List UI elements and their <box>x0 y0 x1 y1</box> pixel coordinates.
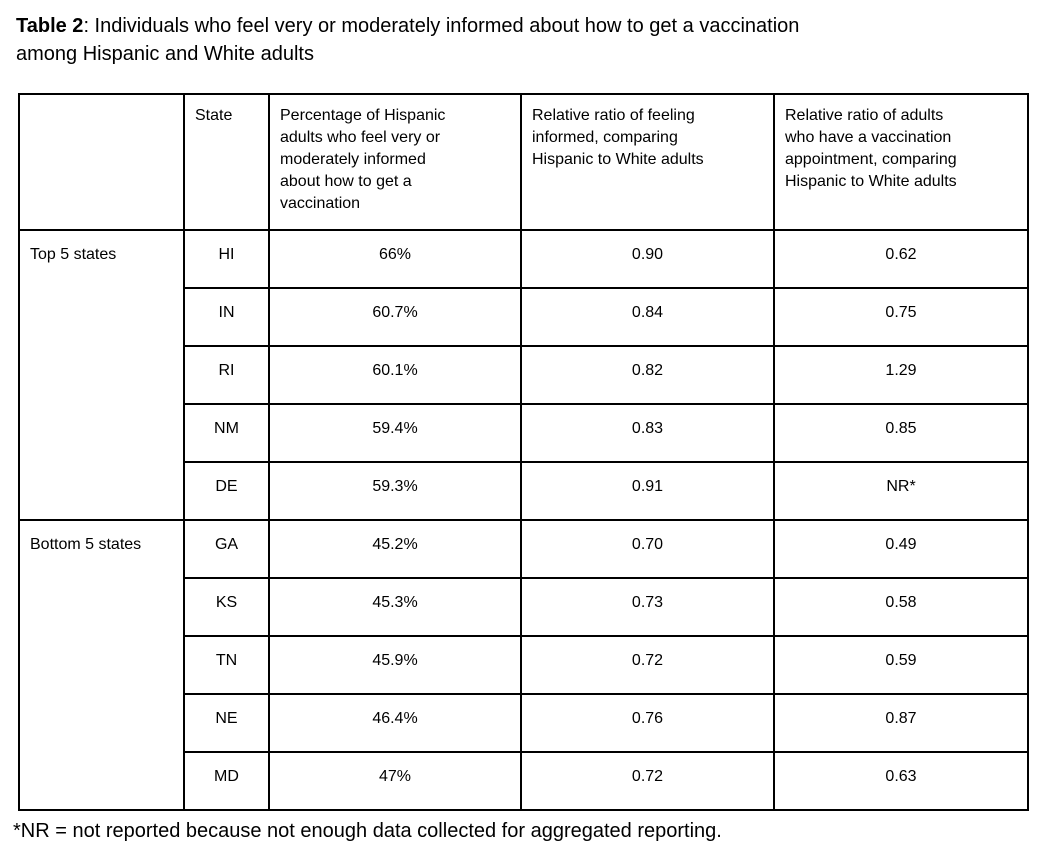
percentage-cell: 60.7% <box>268 287 522 347</box>
table-row: MD 47% 0.72 0.63 <box>19 751 1029 811</box>
header-cell-percentage-informed: Percentage of Hispanic adults who feel v… <box>268 93 522 231</box>
footnote: *NR = not reported because not enough da… <box>13 818 1047 844</box>
percentage-cell: 59.3% <box>268 461 522 521</box>
group-label-bottom5: Bottom 5 states <box>18 519 185 811</box>
ratio-appointment-cell: 0.49 <box>773 519 1029 579</box>
state-cell: NE <box>183 693 270 753</box>
state-cell: HI <box>183 229 270 289</box>
data-table: State Percentage of Hispanic adults who … <box>18 93 1029 811</box>
ratio-informed-cell: 0.82 <box>520 345 775 405</box>
ratio-appointment-cell: 0.85 <box>773 403 1029 463</box>
ratio-appointment-cell: 0.87 <box>773 693 1029 753</box>
table-row: NE 46.4% 0.76 0.87 <box>19 693 1029 753</box>
table-row: NM 59.4% 0.83 0.85 <box>19 403 1029 463</box>
percentage-cell: 66% <box>268 229 522 289</box>
state-cell: RI <box>183 345 270 405</box>
ratio-appointment-cell: NR* <box>773 461 1029 521</box>
state-cell: NM <box>183 403 270 463</box>
header-cell-ratio-appointment: Relative ratio of adults who have a vacc… <box>773 93 1029 231</box>
percentage-cell: 46.4% <box>268 693 522 753</box>
group-label-top5: Top 5 states <box>18 229 185 521</box>
ratio-appointment-cell: 0.58 <box>773 577 1029 637</box>
header-cell-empty <box>18 93 185 231</box>
ratio-appointment-cell: 0.62 <box>773 229 1029 289</box>
percentage-cell: 45.3% <box>268 577 522 637</box>
percentage-cell: 47% <box>268 751 522 811</box>
state-cell: TN <box>183 635 270 695</box>
state-cell: DE <box>183 461 270 521</box>
page-title: Table 2: Individuals who feel very or mo… <box>16 12 1026 68</box>
ratio-appointment-cell: 0.59 <box>773 635 1029 695</box>
footnote-text: *NR = not reported because not enough da… <box>13 820 722 842</box>
table-row: IN 60.7% 0.84 0.75 <box>19 287 1029 347</box>
percentage-cell: 45.9% <box>268 635 522 695</box>
ratio-informed-cell: 0.91 <box>520 461 775 521</box>
table-row: Top 5 states HI 66% 0.90 0.62 <box>18 229 1029 521</box>
state-cell: MD <box>183 751 270 811</box>
table-number-label: Table 2 <box>16 15 84 37</box>
table-row: TN 45.9% 0.72 0.59 <box>19 635 1029 695</box>
table-row: RI 60.1% 0.82 1.29 <box>19 345 1029 405</box>
percentage-cell: 59.4% <box>268 403 522 463</box>
ratio-informed-cell: 0.70 <box>520 519 775 579</box>
ratio-informed-cell: 0.73 <box>520 577 775 637</box>
ratio-appointment-cell: 0.63 <box>773 751 1029 811</box>
table-row: DE 59.3% 0.91 NR* <box>19 461 1029 521</box>
header-cell-ratio-informed: Relative ratio of feeling informed, comp… <box>520 93 775 231</box>
table-title-text: : Individuals who feel very or moderatel… <box>16 15 800 65</box>
header-row: State Percentage of Hispanic adults who … <box>18 93 1029 231</box>
ratio-informed-cell: 0.72 <box>520 635 775 695</box>
percentage-cell: 60.1% <box>268 345 522 405</box>
ratio-informed-cell: 0.90 <box>520 229 775 289</box>
ratio-informed-cell: 0.83 <box>520 403 775 463</box>
state-cell: GA <box>183 519 270 579</box>
ratio-informed-cell: 0.76 <box>520 693 775 753</box>
ratio-informed-cell: 0.84 <box>520 287 775 347</box>
table-row: KS 45.3% 0.73 0.58 <box>19 577 1029 637</box>
ratio-informed-cell: 0.72 <box>520 751 775 811</box>
header-cell-state: State <box>183 93 270 231</box>
ratio-appointment-cell: 1.29 <box>773 345 1029 405</box>
state-cell: KS <box>183 577 270 637</box>
percentage-cell: 45.2% <box>268 519 522 579</box>
table-row: Bottom 5 states GA 45.2% 0.70 0.49 <box>18 519 1029 811</box>
state-cell: IN <box>183 287 270 347</box>
ratio-appointment-cell: 0.75 <box>773 287 1029 347</box>
